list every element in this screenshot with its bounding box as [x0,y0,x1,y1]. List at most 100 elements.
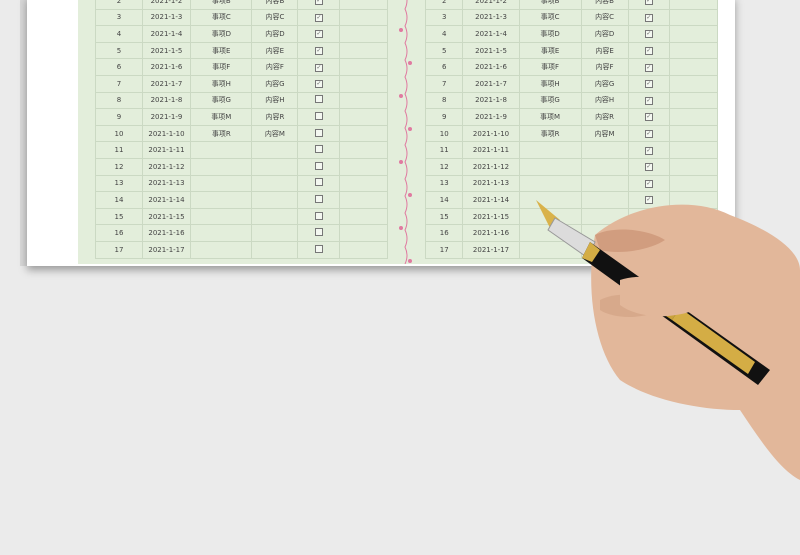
table-row: 2 2021-1-2 事项B 内容B ✓ [95,0,388,10]
date-cell: 2021-1-3 [462,8,520,27]
notes-cell[interactable] [668,91,719,110]
content-cell [251,174,299,193]
date-cell: 2021-1-11 [141,141,192,159]
content-cell: 内容F [251,58,299,76]
checkbox-checked[interactable]: ✓ [644,163,653,172]
table-row: 6 2021-1-6 事项F 内容F ✓ [424,58,719,76]
table-row: 8 2021-1-8 事项G 内容H ✓ [424,91,719,110]
row-number: 12 [95,157,143,176]
table-row: 16 2021-1-16 [95,224,388,242]
checkbox-unchecked[interactable] [314,145,323,154]
checkbox-checked[interactable]: ✓ [644,30,653,39]
notes-cell[interactable] [339,41,388,60]
notes-cell[interactable] [339,0,388,10]
checkbox-cell: ✓ [627,157,670,176]
row-number: 15 [95,207,143,226]
checkbox-checked[interactable]: ✓ [644,63,653,72]
checkbox-unchecked[interactable] [314,161,323,170]
row-number: 7 [95,74,143,93]
notes-cell[interactable] [339,25,388,43]
checkbox-cell: ✓ [297,74,341,93]
checkbox-unchecked[interactable] [314,111,323,120]
left-page: 2 2021-1-2 事项B 内容B ✓ 3 2021-1-3 事项C 内容C ✓ 4 2021-1-… [78,0,388,264]
row-number: 7 [424,74,464,93]
notes-cell[interactable] [339,141,388,159]
row-number: 17 [424,240,464,259]
notes-cell[interactable] [668,58,719,76]
notes-cell[interactable] [339,108,388,126]
notes-cell[interactable] [668,41,719,60]
checkbox-checked[interactable]: ✓ [644,146,653,155]
content-cell: 内容C [580,8,629,27]
table-row: 14 2021-1-14 ✓ [424,191,719,209]
table-row: 2 2021-1-2 事项B 内容B ✓ [424,0,719,10]
notes-cell[interactable] [339,240,388,259]
notes-cell[interactable] [668,141,719,159]
checkbox-unchecked[interactable] [314,178,323,187]
checkbox-checked[interactable]: ✓ [314,80,323,89]
notes-cell[interactable] [668,8,719,27]
notes-cell[interactable] [339,157,388,176]
table-row: 10 2021-1-10 事项R 内容M ✓ [424,124,719,143]
notes-cell[interactable] [339,191,388,209]
checkbox-cell: ✓ [627,191,670,209]
notes-cell[interactable] [339,8,388,27]
checkbox-checked[interactable]: ✓ [314,47,323,56]
table-row: 5 2021-1-5 事项E 内容E ✓ [95,41,388,60]
checkbox-checked[interactable]: ✓ [644,96,653,105]
checkbox-cell: ✓ [627,0,670,10]
notes-cell[interactable] [339,174,388,193]
item-cell: 事项D [190,25,253,43]
notes-cell[interactable] [668,0,719,10]
checkbox-checked[interactable]: ✓ [644,80,653,89]
item-cell: 事项H [518,74,582,93]
checkbox-unchecked[interactable] [314,194,323,203]
spine-dot [408,127,412,131]
checkbox-unchecked[interactable] [314,95,323,104]
row-number: 5 [424,41,464,60]
content-cell: 内容M [580,124,629,143]
table-row: 6 2021-1-6 事项F 内容F ✓ [95,58,388,76]
checkbox-checked[interactable]: ✓ [314,30,323,39]
checkbox-checked[interactable]: ✓ [644,113,653,122]
checkbox-unchecked[interactable] [314,228,323,237]
item-cell [518,141,582,159]
notes-cell[interactable] [339,124,388,143]
notes-cell[interactable] [339,74,388,93]
checkbox-checked[interactable]: ✓ [644,179,653,188]
row-number: 12 [424,157,464,176]
row-number: 9 [424,108,464,126]
checkbox-cell: ✓ [627,141,670,159]
notes-cell[interactable] [339,224,388,242]
checkbox-checked[interactable]: ✓ [314,13,323,22]
checkbox-cell [297,191,341,209]
spine-dot [408,61,412,65]
date-cell: 2021-1-2 [141,0,192,10]
item-cell [518,157,582,176]
table-row: 11 2021-1-11 ✓ [424,141,719,159]
checkbox-checked[interactable]: ✓ [644,0,653,6]
notes-cell[interactable] [339,207,388,226]
checkbox-unchecked[interactable] [314,244,323,253]
checkbox-checked[interactable]: ✓ [644,13,653,22]
checkbox-checked[interactable]: ✓ [644,47,653,56]
notes-cell[interactable] [668,157,719,176]
notes-cell[interactable] [668,108,719,126]
table-row: 14 2021-1-14 [95,191,388,209]
checkbox-checked[interactable]: ✓ [314,0,323,6]
spine-dot [399,160,403,164]
notes-cell[interactable] [668,25,719,43]
table-row: 3 2021-1-3 事项C 内容C ✓ [424,8,719,27]
notes-cell[interactable] [339,91,388,110]
checkbox-checked[interactable]: ✓ [314,63,323,72]
item-cell: 事项C [190,8,253,27]
content-cell: 内容E [251,41,299,60]
checkbox-checked[interactable]: ✓ [644,196,653,205]
notes-cell[interactable] [339,58,388,76]
date-cell: 2021-1-8 [462,91,520,110]
checkbox-unchecked[interactable] [314,211,323,220]
notes-cell[interactable] [668,124,719,143]
checkbox-checked[interactable]: ✓ [644,130,653,139]
notes-cell[interactable] [668,74,719,93]
checkbox-unchecked[interactable] [314,128,323,137]
